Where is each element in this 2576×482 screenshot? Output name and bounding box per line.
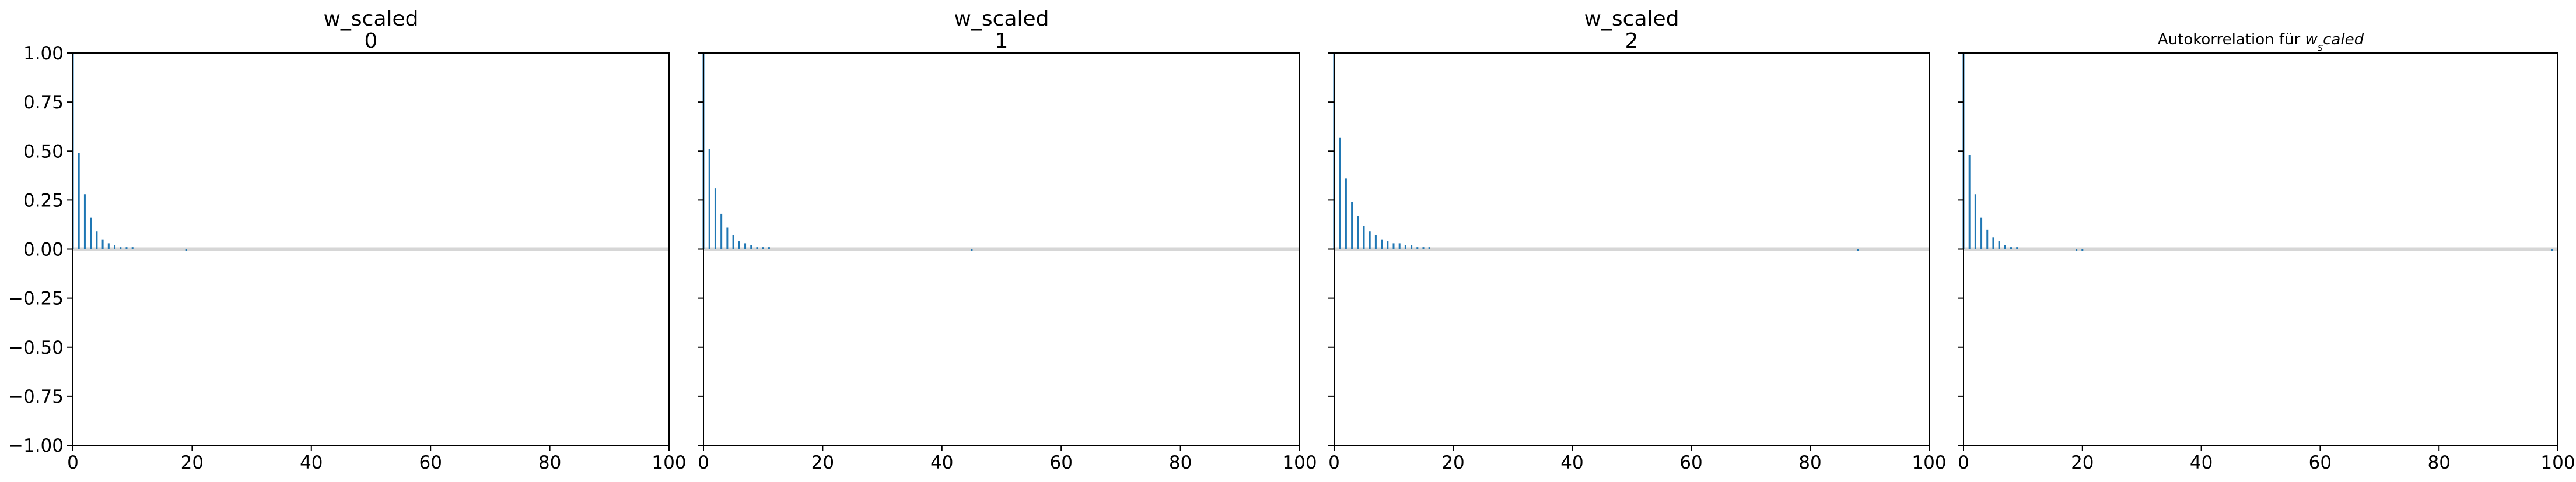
- panel-title: w_scaled: [323, 7, 418, 31]
- x-tick-label: 40: [300, 452, 323, 473]
- panel-subtitle: 1: [995, 29, 1009, 53]
- x-tick-label: 100: [2540, 452, 2575, 473]
- x-tick-label: 100: [652, 452, 686, 473]
- y-tick-label: 0.25: [23, 190, 64, 211]
- x-tick-label: 60: [1679, 452, 1702, 473]
- confidence-band: [1334, 247, 1929, 251]
- y-tick-label: −0.25: [8, 289, 64, 309]
- x-tick-label: 80: [1798, 452, 1821, 473]
- x-tick-label: 80: [2427, 452, 2450, 473]
- x-tick-label: 100: [1912, 452, 1946, 473]
- y-tick-label: 0.00: [23, 240, 64, 261]
- panel-subtitle: 2: [1625, 29, 1639, 53]
- panel-title: Autokorrelation für wscaled: [2158, 31, 2364, 54]
- x-tick-label: 0: [1958, 452, 1969, 473]
- x-tick-label: 0: [698, 452, 709, 473]
- y-tick-label: 0.75: [23, 92, 64, 113]
- x-tick-label: 20: [811, 452, 834, 473]
- x-tick-label: 20: [181, 452, 204, 473]
- panel: Autokorrelation für wscaled 0 20 40 60 80 100: [1958, 31, 2575, 473]
- title-part: w: [2305, 31, 2318, 48]
- x-tick-label: 20: [2071, 452, 2094, 473]
- x-tick-label: 80: [538, 452, 561, 473]
- x-tick-label: 100: [1282, 452, 1317, 473]
- x-tick-label: 40: [1560, 452, 1583, 473]
- y-tick-label: −1.00: [8, 435, 64, 456]
- y-tick-label: 1.00: [23, 43, 64, 64]
- x-tick-label: 0: [67, 452, 79, 473]
- x-tick-label: 60: [1049, 452, 1072, 473]
- title-part: caled: [2323, 31, 2364, 48]
- panel-title: w_scaled: [954, 7, 1049, 31]
- confidence-band: [1964, 247, 2558, 251]
- x-tick-label: 80: [1169, 452, 1192, 473]
- confidence-band: [704, 247, 1300, 251]
- x-tick-label: 20: [1441, 452, 1464, 473]
- title-part: s: [2318, 41, 2323, 54]
- title-part: Autokorrelation für: [2158, 31, 2305, 48]
- x-tick-label: 0: [1328, 452, 1340, 473]
- x-tick-label: 60: [2309, 452, 2332, 473]
- y-tick-label: −0.50: [8, 337, 64, 358]
- y-tick-label: −0.75: [8, 386, 64, 407]
- x-tick-label: 60: [419, 452, 442, 473]
- y-tick-label: 0.50: [23, 141, 64, 162]
- panel-title: w_scaled: [1584, 7, 1679, 31]
- confidence-band: [73, 247, 669, 251]
- x-tick-label: 40: [930, 452, 953, 473]
- x-tick-label: 40: [2190, 452, 2213, 473]
- panel-subtitle: 0: [365, 29, 378, 53]
